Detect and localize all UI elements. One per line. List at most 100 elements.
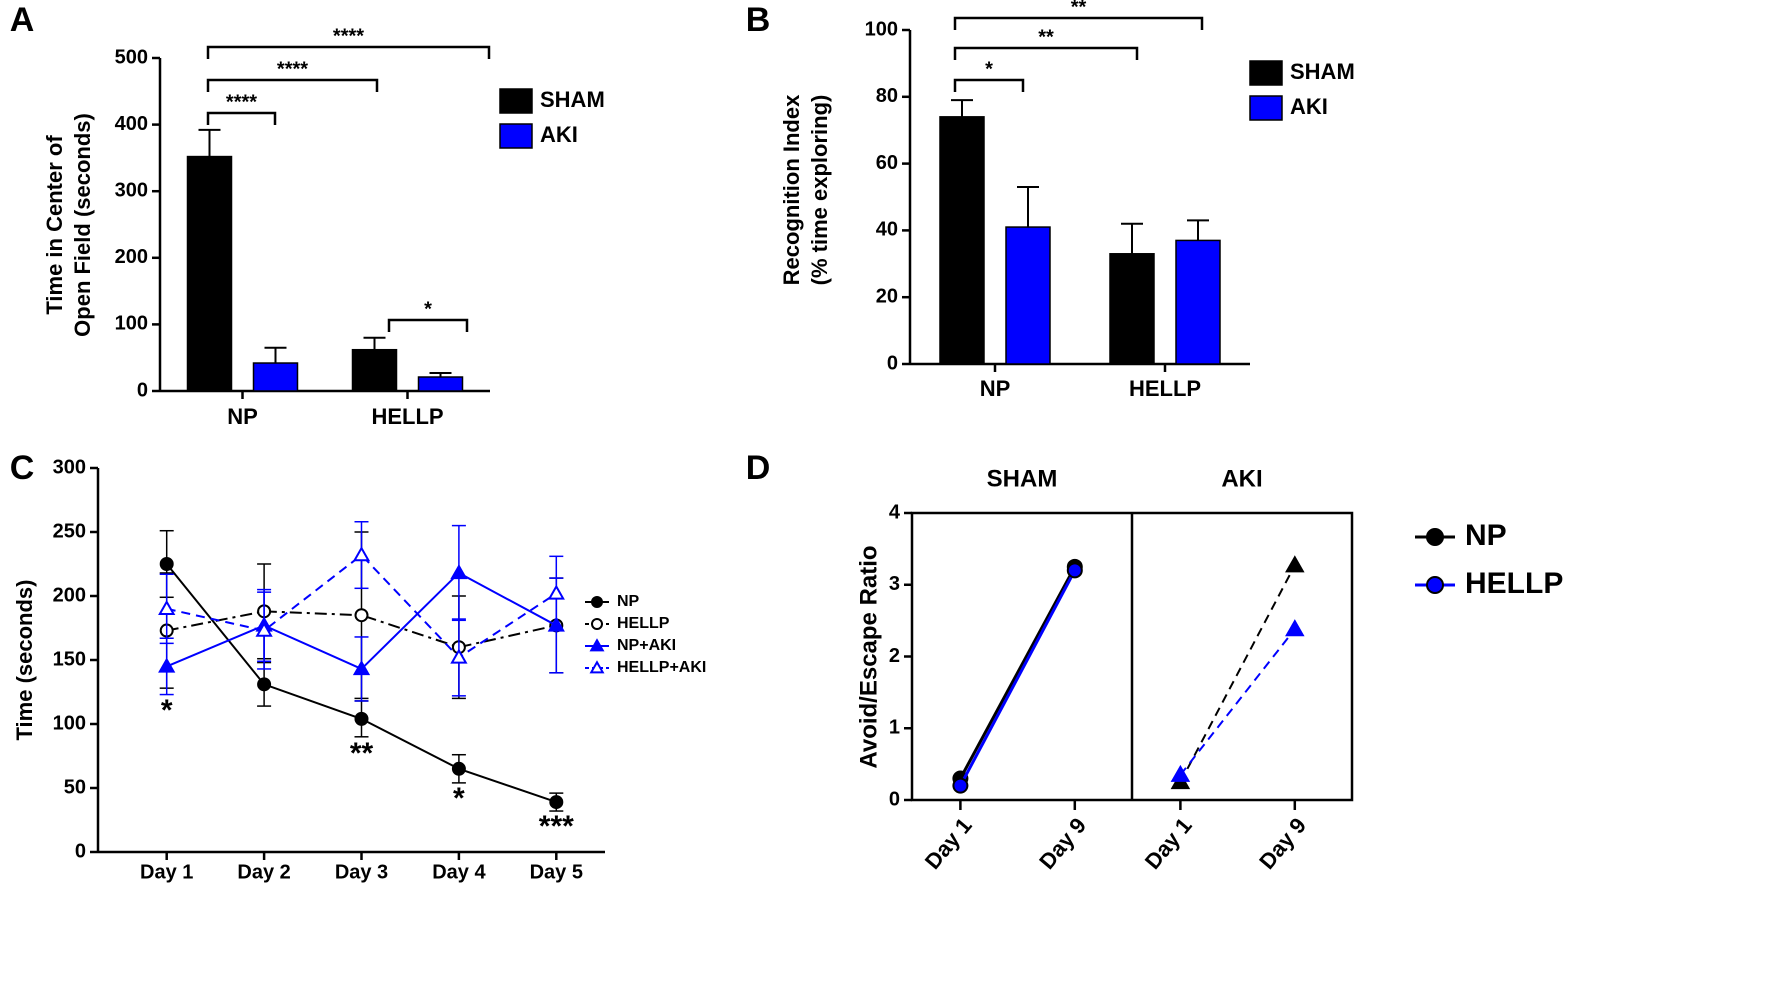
significance-label: **** <box>333 25 364 47</box>
significance-bracket <box>953 46 1139 60</box>
significance-bracket <box>206 111 277 125</box>
y-tick-label: 3 <box>889 573 900 595</box>
bar <box>351 348 398 392</box>
y-tick-label: 500 <box>115 46 148 68</box>
y-tick-label: 0 <box>887 352 898 374</box>
significance-label: * <box>453 782 465 815</box>
legend-label: NP <box>1465 519 1507 552</box>
facet-title: AKI <box>1221 465 1262 492</box>
y-tick-label: 80 <box>876 85 898 107</box>
y-tick-label: 300 <box>115 179 148 201</box>
legend-label: HELLP+AKI <box>617 659 706 676</box>
panel-label: D <box>746 449 771 487</box>
marker <box>1426 528 1444 546</box>
significance-label: **** <box>277 58 308 80</box>
significance-label: * <box>424 298 432 320</box>
legend-label: SHAM <box>1290 59 1355 84</box>
y-tick-label: 100 <box>115 313 148 335</box>
x-tick-label: Day 4 <box>432 861 486 883</box>
bar <box>1005 226 1051 365</box>
significance-label: *** <box>539 810 574 843</box>
bar <box>939 116 985 365</box>
bar <box>1175 239 1221 365</box>
marker <box>589 660 605 674</box>
x-tick-label: Day 2 <box>237 861 290 883</box>
y-tick-label: 50 <box>64 776 86 798</box>
marker <box>1285 555 1305 573</box>
y-axis-label: Time in Center of <box>42 135 67 315</box>
x-tick-label: Day 9 <box>1034 813 1091 874</box>
significance-label: * <box>985 58 993 80</box>
series-line <box>959 569 1077 787</box>
y-tick-label: 20 <box>876 285 898 307</box>
marker <box>255 621 273 637</box>
significance-label: **** <box>226 91 257 113</box>
significance-label: * <box>161 694 173 727</box>
significance-label: ** <box>350 737 374 770</box>
y-axis-label: Time (seconds) <box>12 580 37 741</box>
significance-bracket <box>953 78 1025 92</box>
marker <box>450 564 468 580</box>
y-tick-label: 60 <box>876 152 898 174</box>
panel-label: C <box>10 449 35 487</box>
y-axis-label: (% time exploring) <box>807 95 832 286</box>
x-tick-label: Day 1 <box>1140 813 1197 874</box>
legend-label: AKI <box>1290 94 1328 119</box>
legend-label: NP+AKI <box>617 637 676 654</box>
marker <box>450 648 468 664</box>
y-tick-label: 40 <box>876 219 898 241</box>
y-axis-label: Avoid/Escape Ratio <box>855 545 882 768</box>
marker <box>1066 562 1083 579</box>
y-tick-label: 4 <box>889 501 901 523</box>
legend-swatch <box>499 123 533 149</box>
significance-bracket <box>387 318 469 332</box>
series-line <box>166 610 557 649</box>
legend-label: HELLP <box>617 615 670 632</box>
bar <box>417 376 464 392</box>
marker <box>352 546 371 562</box>
facet-title: SHAM <box>987 465 1058 492</box>
marker <box>159 557 174 571</box>
legend-swatch <box>499 88 533 114</box>
y-tick-label: 300 <box>53 456 86 478</box>
y-tick-label: 150 <box>53 648 86 670</box>
marker <box>591 618 603 630</box>
x-tick-label: Day 9 <box>1254 813 1311 874</box>
y-tick-label: 250 <box>53 520 86 542</box>
marker <box>1285 619 1305 637</box>
panel-label: B <box>746 1 771 39</box>
y-tick-label: 0 <box>889 788 900 810</box>
x-tick-label: Day 3 <box>335 861 388 883</box>
significance-bracket <box>953 16 1204 30</box>
y-tick-label: 100 <box>53 712 86 734</box>
marker <box>549 795 564 810</box>
legend-swatch <box>1249 60 1283 86</box>
bar <box>252 362 299 392</box>
x-tick-label: NP <box>980 376 1011 401</box>
series-line <box>166 553 557 659</box>
y-axis-label: Open Field (seconds) <box>70 113 95 337</box>
y-tick-label: 200 <box>115 246 148 268</box>
series-line <box>959 566 1077 780</box>
legend-swatch <box>1249 95 1283 121</box>
marker <box>158 599 176 615</box>
x-tick-label: HELLP <box>371 404 443 429</box>
significance-bracket <box>206 45 491 59</box>
x-tick-label: HELLP <box>1129 376 1201 401</box>
marker <box>589 638 605 652</box>
y-tick-label: 200 <box>53 584 86 606</box>
series-line <box>1179 564 1296 783</box>
legend-label: NP <box>617 593 640 610</box>
significance-label: ** <box>1038 26 1054 48</box>
marker <box>1426 576 1444 594</box>
y-tick-label: 100 <box>865 18 898 40</box>
x-tick-label: Day 1 <box>140 861 193 883</box>
y-axis-label: Recognition Index <box>779 94 804 285</box>
marker <box>257 677 272 692</box>
x-tick-label: Day 1 <box>920 813 977 874</box>
series-line <box>1179 628 1296 776</box>
marker <box>352 660 371 676</box>
marker <box>158 657 176 673</box>
